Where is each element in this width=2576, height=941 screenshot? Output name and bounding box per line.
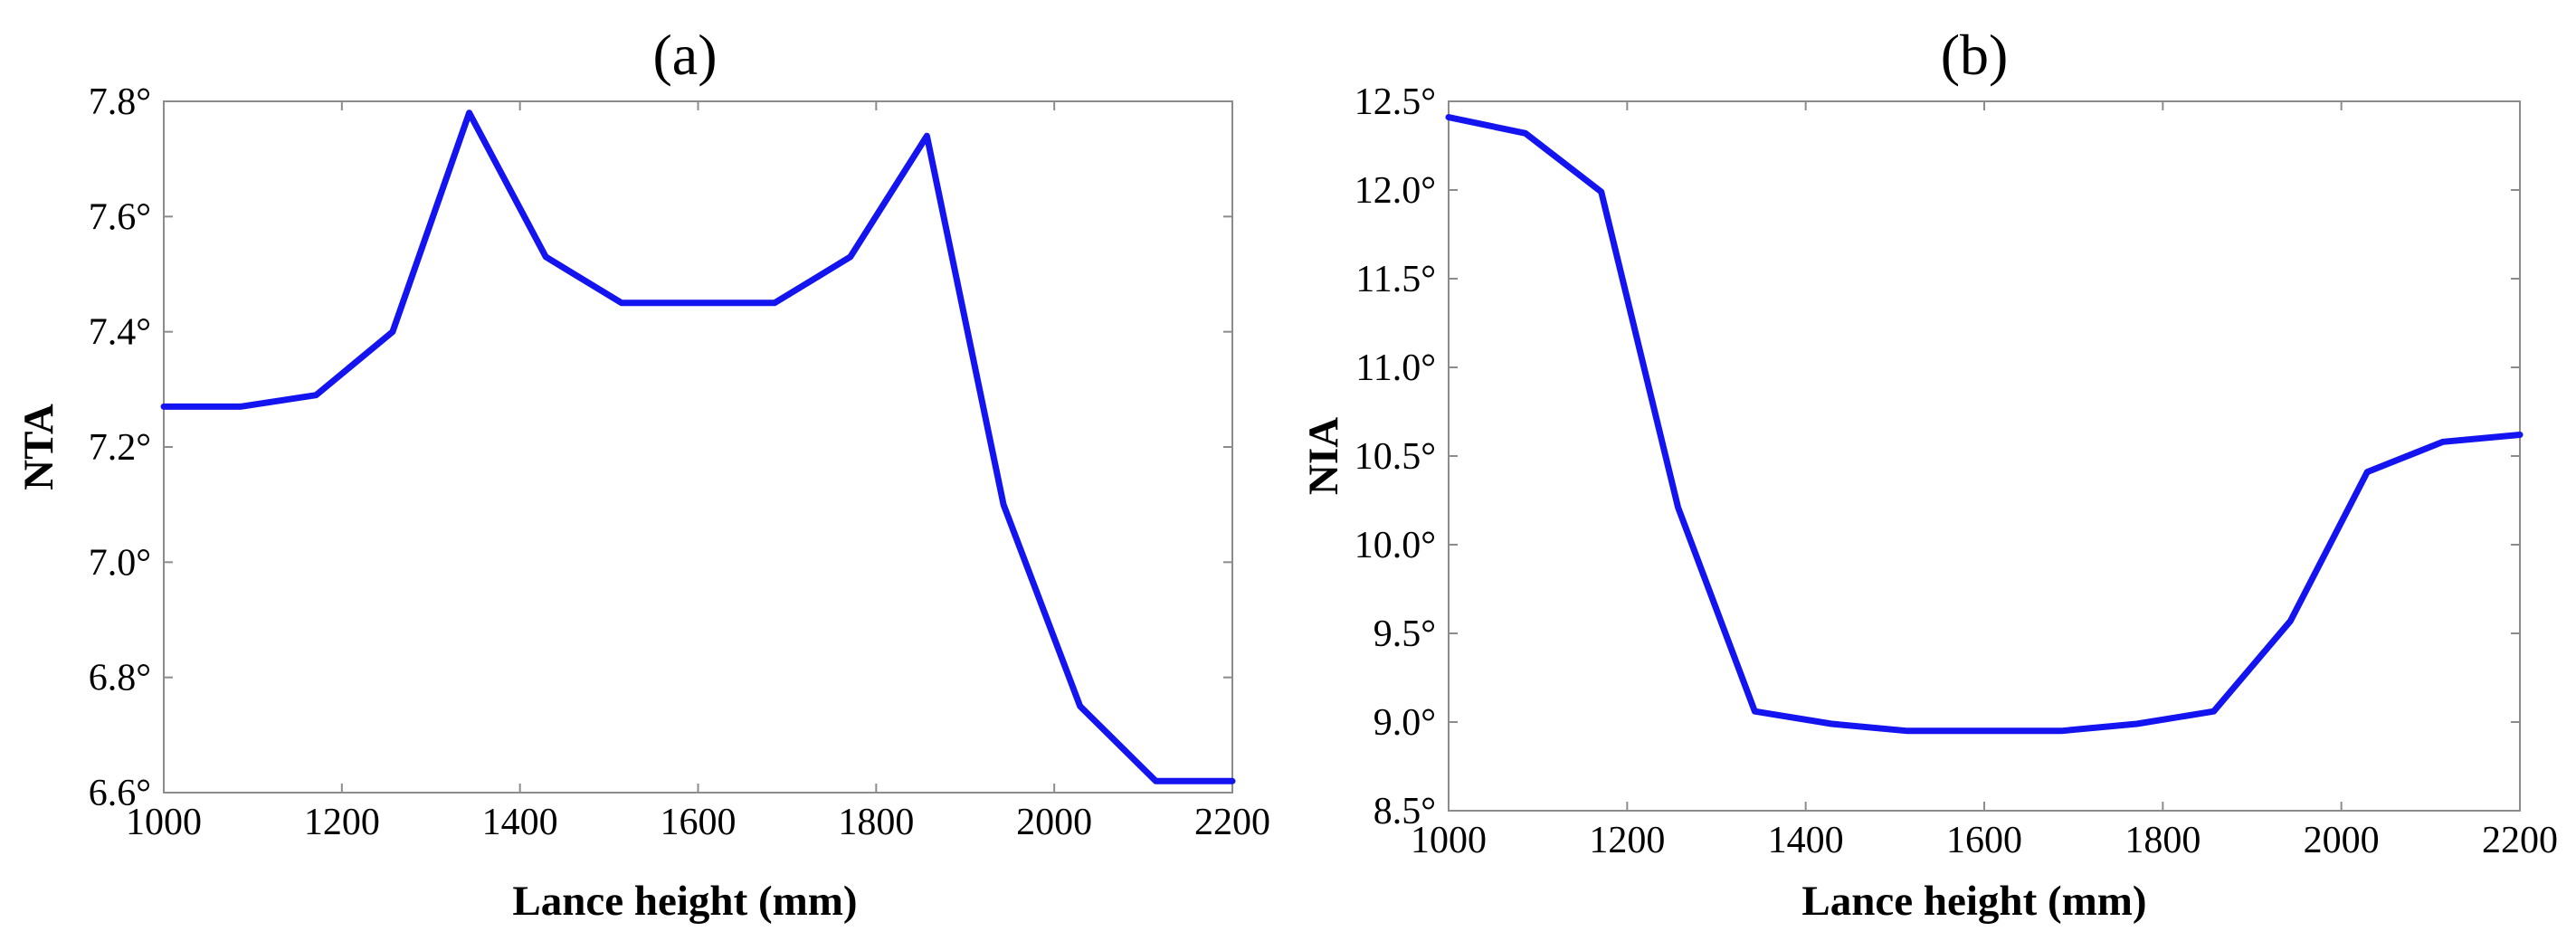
panel-b-y-axis-label: NIA: [1300, 417, 1347, 495]
panel-b-plot-frame: [1448, 100, 2521, 812]
panel-b-x-tick-label: 1200: [1589, 820, 1665, 861]
panel-a-y-tick-label: 7.4°: [89, 312, 151, 354]
panel-a: (a) 1000 1200 1400 1600 1800 2000 2200 6.6° 6.8°…: [15, 23, 1270, 925]
panel-b-x-tick-label: 1600: [1946, 820, 2022, 861]
panel-a-x-tick-label: 1600: [661, 802, 737, 843]
panel-a-y-tick-label: 7.6°: [89, 196, 151, 238]
panel-a-series-line: [160, 109, 1236, 784]
panel-b-y-tick-label: 11.0°: [1355, 347, 1436, 389]
panel-b-series-line: [1445, 114, 2524, 735]
panel-b-y-tick-label: 12.0°: [1355, 170, 1436, 212]
panel-b-x-tick-label: 1400: [1768, 820, 1844, 861]
panel-b-y-tick-label: 8.5°: [1374, 791, 1436, 832]
panel-b-title: (b): [1941, 23, 2009, 87]
panel-a-x-tick-label: 2000: [1016, 802, 1092, 843]
panel-a-x-tick-label: 1800: [838, 802, 914, 843]
panel-a-ticks: 1000 1200 1400 1600 1800 2000 2200 6.6° 6.8° 7.0°…: [89, 81, 1270, 843]
panel-b-x-tick-label: 2000: [2304, 820, 2380, 861]
panel-a-x-tick-label: 2200: [1194, 802, 1270, 843]
panel-b-x-axis-label: Lance height (mm): [1801, 878, 2146, 925]
panel-a-y-axis-label: NTA: [15, 404, 62, 490]
panel-b-y-tick-label: 12.5°: [1355, 81, 1436, 123]
panel-a-y-tick-label: 6.6°: [89, 773, 151, 814]
panel-a-x-tick-label: 1200: [304, 802, 380, 843]
panel-a-x-tick-label: 1000: [126, 802, 202, 843]
panel-b: (b) 1000 1200 1400 1600 1800 2000 2200 8.5° 9.0°…: [1300, 23, 2558, 925]
panel-a-y-tick-label: 7.8°: [89, 81, 151, 123]
panel-b-y-tick-label: 10.5°: [1355, 436, 1436, 478]
panel-b-x-tick-label: 2200: [2482, 820, 2558, 861]
panel-b-y-tick-label: 10.0°: [1355, 525, 1436, 566]
panel-a-y-tick-label: 7.0°: [89, 542, 151, 584]
panel-b-x-tick-label: 1000: [1411, 820, 1487, 861]
panel-b-ticks: 1000 1200 1400 1600 1800 2000 2200 8.5° 9.0° 9.5°…: [1355, 81, 2558, 861]
panel-b-y-tick-label: 9.5°: [1374, 613, 1436, 655]
panel-a-y-tick-label: 6.8°: [89, 658, 151, 699]
panel-a-x-axis-label: Lance height (mm): [512, 878, 857, 925]
panel-b-y-tick-label: 9.0°: [1374, 702, 1436, 744]
panel-b-y-tick-label: 11.5°: [1355, 259, 1436, 300]
panel-a-y-tick-label: 7.2°: [89, 427, 151, 469]
panel-a-x-tick-label: 1400: [482, 802, 558, 843]
panel-b-x-tick-label: 1800: [2124, 820, 2201, 861]
panel-a-title: (a): [652, 23, 717, 87]
